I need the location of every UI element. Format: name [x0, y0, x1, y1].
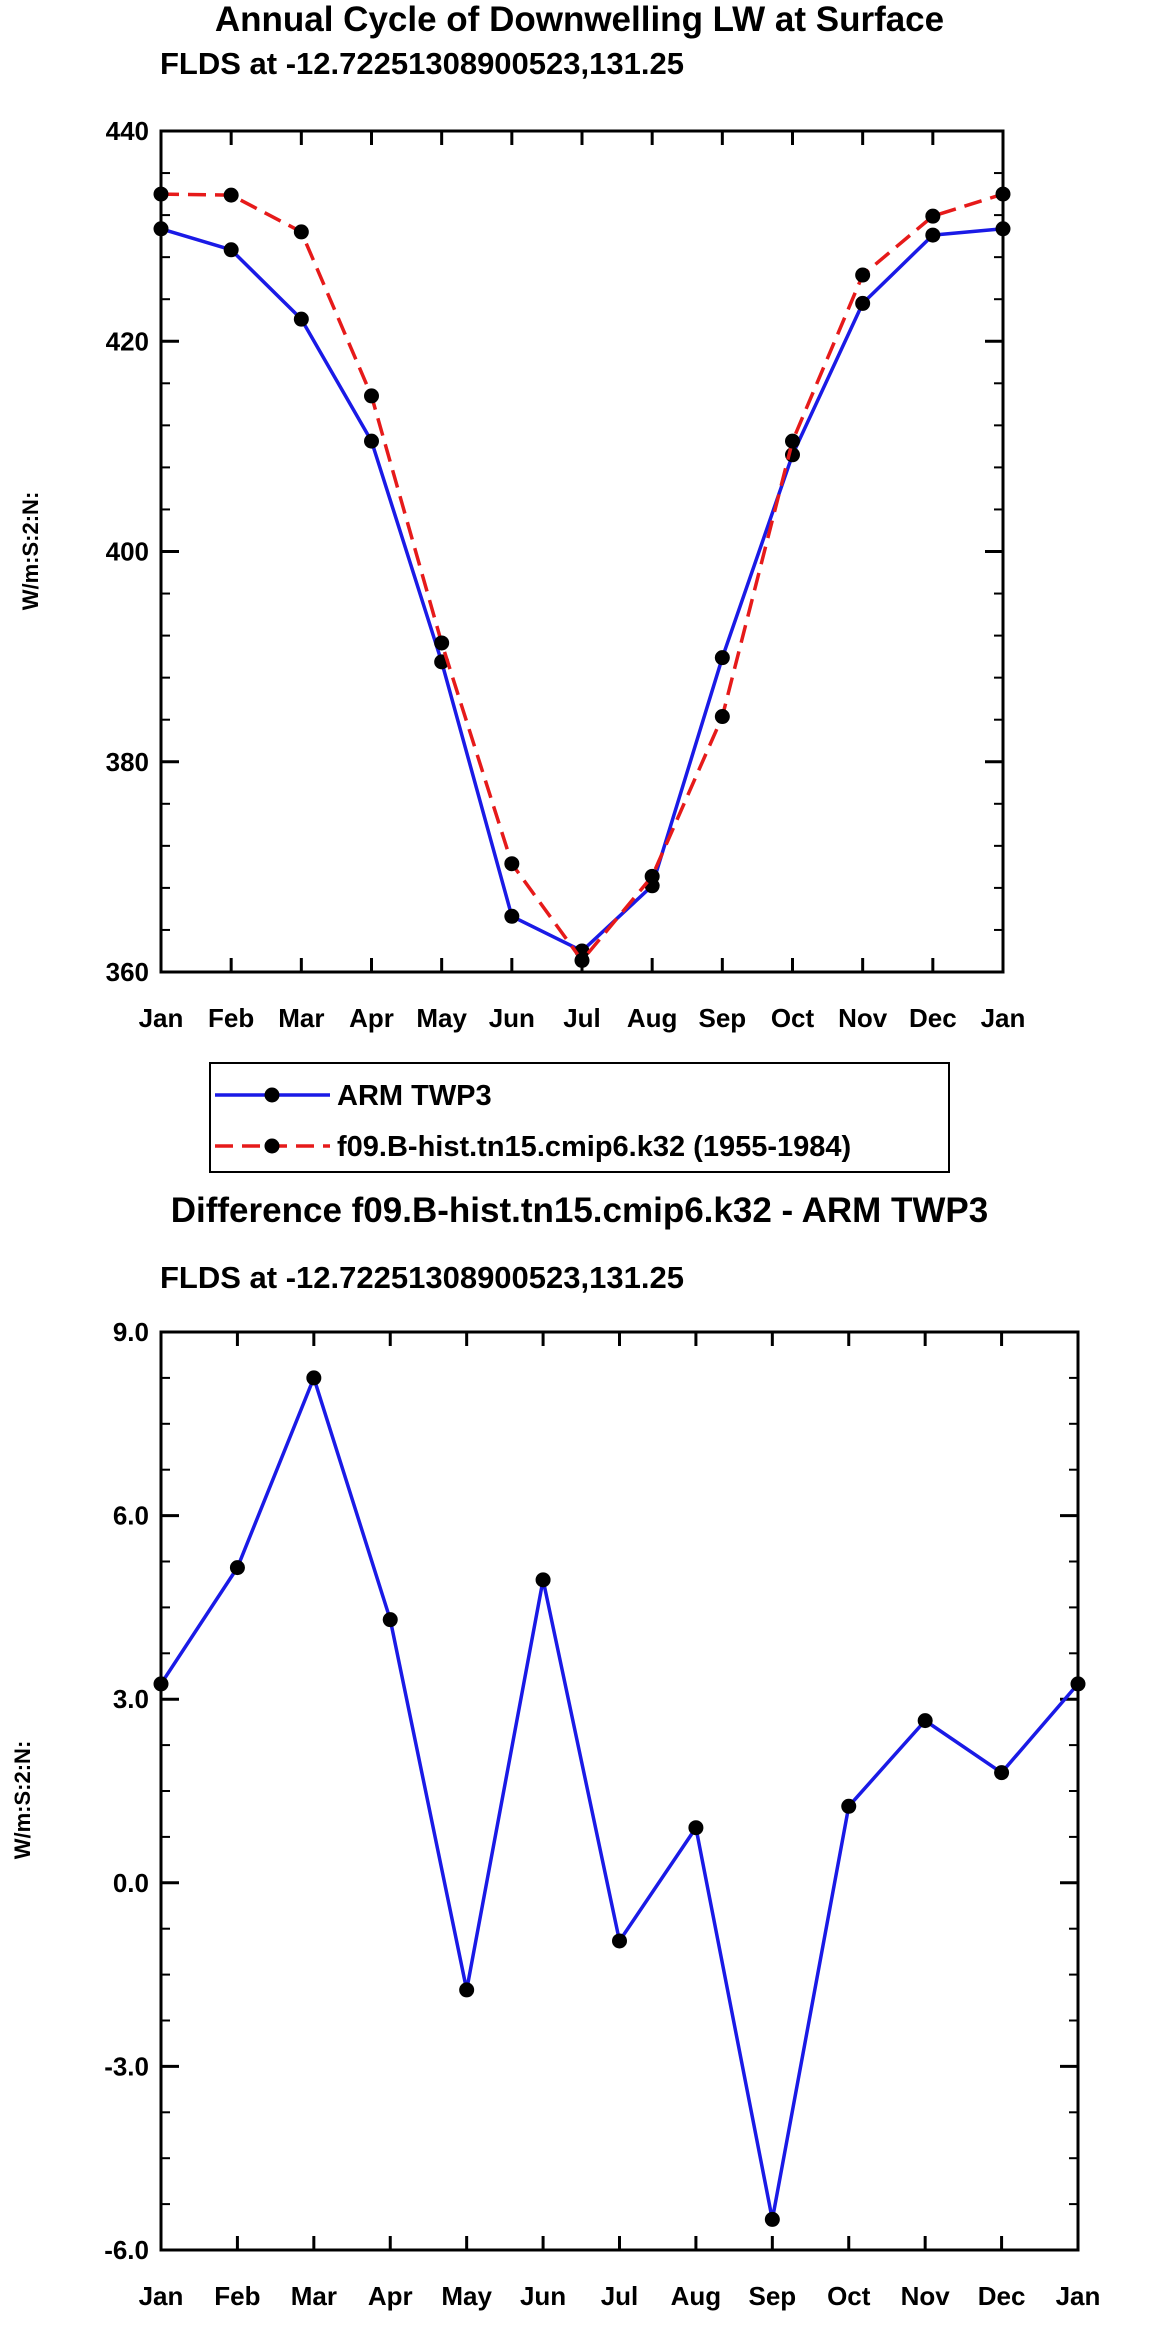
- x-tick-label: Jan: [139, 1003, 184, 1033]
- data-point: [153, 1676, 169, 1692]
- x-tick-label: Nov: [901, 2281, 951, 2311]
- data-point: [855, 267, 871, 283]
- data-point: [229, 1560, 245, 1576]
- data-point: [504, 856, 520, 872]
- y-tick-label: 440: [106, 116, 149, 146]
- plot-frame: [159, 129, 1005, 974]
- data-point: [306, 1370, 322, 1386]
- y-tick-label: 9.0: [113, 1317, 149, 1347]
- data-point: [764, 2211, 780, 2227]
- legend-box: [209, 1062, 950, 1173]
- series-2: [153, 186, 1011, 968]
- y-tick-label: 380: [106, 747, 149, 777]
- data-point: [785, 433, 800, 449]
- data-point: [917, 1713, 933, 1729]
- legend-label: f09.B-hist.tn15.cmip6.k32 (1955-1984): [337, 1131, 851, 1163]
- chart-1: Jan Feb Mar Apr May Jun Jul Aug Sep Oct Nov Dec Jan 3…: [18, 116, 1026, 1173]
- legend: ARM TWP3 f09.B-hist.tn15.cmip6.k32 (1955-…: [209, 1062, 950, 1173]
- y-tick-label: -3.0: [104, 2051, 149, 2081]
- x-tick-label: Jun: [520, 2281, 566, 2311]
- data-point: [223, 242, 239, 258]
- data-point: [364, 433, 379, 449]
- x-tick-label: Dec: [909, 1003, 957, 1033]
- legend-label: ARM TWP3: [337, 1080, 492, 1112]
- y-tick-label: -6.0: [104, 2235, 149, 2265]
- data-point: [535, 1572, 551, 1588]
- data-point: [459, 1982, 475, 1998]
- data-point: [293, 224, 309, 240]
- data-point: [364, 388, 379, 404]
- data-point: [1070, 1676, 1086, 1692]
- legend-marker: [264, 1138, 280, 1154]
- chart-2: Jan Feb Mar Apr May Jun Jul Aug Sep Oct Nov Dec Jan -…: [10, 1317, 1100, 2311]
- x-tick-label: Oct: [771, 1003, 815, 1033]
- data-point: [688, 1820, 704, 1836]
- x-tick-label: Dec: [978, 2281, 1026, 2311]
- data-point: [153, 221, 169, 237]
- x-tick-label: Feb: [208, 1003, 254, 1033]
- x-tick-label: Aug: [627, 1003, 678, 1033]
- data-point: [434, 635, 450, 651]
- y-tick-label: 400: [106, 537, 149, 567]
- data-point: [714, 650, 730, 666]
- x-tick-label: Apr: [349, 1003, 394, 1033]
- x-tick-label: Mar: [291, 2281, 337, 2311]
- y-tick-label: 420: [106, 326, 149, 356]
- x-tick-label: Jul: [601, 2281, 639, 2311]
- y-axis-label: W/m:S:2:N:: [10, 1741, 35, 1860]
- y-tick-label: 6.0: [113, 1501, 149, 1531]
- x-tick-label: Jan: [981, 1003, 1026, 1033]
- legend-marker: [264, 1087, 280, 1103]
- data-point: [925, 208, 941, 224]
- chart1-subtitle: FLDS at -12.72251308900523,131.25: [160, 46, 684, 81]
- chart2-subtitle: FLDS at -12.72251308900523,131.25: [160, 1260, 684, 1295]
- data-point: [855, 295, 871, 311]
- x-tick-label: Jan: [139, 2281, 184, 2311]
- data-point: [612, 1933, 627, 1949]
- series-line: [159, 1376, 1080, 2222]
- data-point: [644, 868, 660, 884]
- x-tick-label: Nov: [838, 1003, 888, 1033]
- data-point: [714, 709, 730, 725]
- data-point: [293, 311, 309, 327]
- data-point: [153, 186, 169, 202]
- series-1: [153, 1370, 1086, 2227]
- x-tick-label: Jul: [563, 1003, 601, 1033]
- chart1-title: Annual Cycle of Downwelling LW at Surfac…: [214, 0, 945, 39]
- x-tick-label: Jan: [1056, 2281, 1101, 2311]
- series-line: [160, 192, 1004, 963]
- y-tick-label: 3.0: [113, 1684, 149, 1714]
- plot-frame: [159, 1330, 1080, 2252]
- data-point: [504, 908, 520, 924]
- x-tick-label: Jun: [489, 1003, 535, 1033]
- data-point: [574, 952, 590, 968]
- series-1: [153, 221, 1011, 959]
- data-point: [994, 1765, 1010, 1781]
- chart2-title: Difference f09.B-hist.tn15.cmip6.k32 - A…: [170, 1191, 989, 1230]
- data-point: [995, 221, 1011, 237]
- x-tick-label: Feb: [214, 2281, 260, 2311]
- y-axis-label: W/m:S:2:N:: [18, 492, 43, 611]
- x-tick-label: Oct: [827, 2281, 871, 2311]
- x-tick-label: Mar: [278, 1003, 324, 1033]
- x-tick-label: Sep: [748, 2281, 796, 2311]
- x-tick-label: Sep: [698, 1003, 746, 1033]
- x-tick-label: Aug: [671, 2281, 722, 2311]
- data-point: [841, 1798, 857, 1814]
- x-tick-label: May: [416, 1003, 467, 1033]
- y-tick-label: 360: [106, 957, 149, 987]
- data-point: [382, 1612, 398, 1628]
- x-tick-label: May: [441, 2281, 492, 2311]
- x-tick-label: Apr: [368, 2281, 413, 2311]
- data-point: [223, 187, 239, 203]
- data-point: [925, 227, 941, 243]
- y-tick-label: 0.0: [113, 1868, 149, 1898]
- series-line: [160, 227, 1004, 953]
- data-point: [995, 186, 1011, 202]
